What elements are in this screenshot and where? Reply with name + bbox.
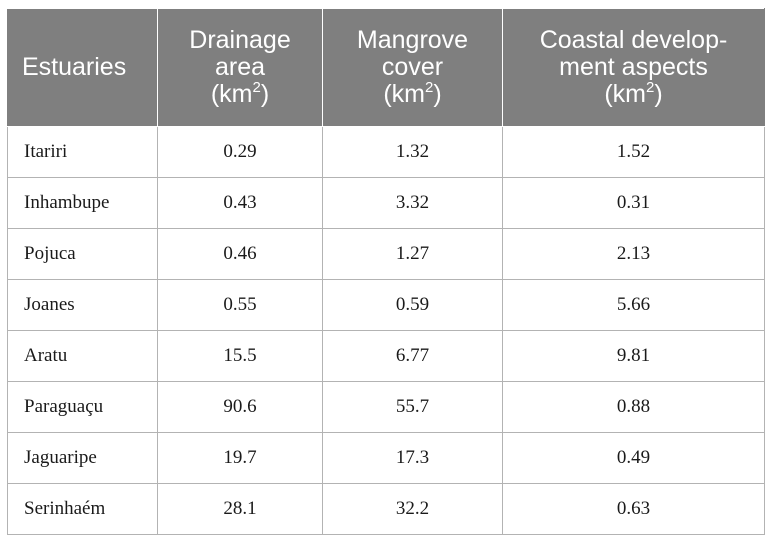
mangrove-cover-value: 32.2 [322,483,503,535]
estuary-name: Serinhaém [7,483,158,535]
mangrove-cover-value: 17.3 [322,432,503,484]
estuary-name: Paraguaçu [7,381,158,433]
header-coastal-line1: Coastal develop- [539,26,728,54]
header-mangrove-unit-open: (km [383,80,425,108]
coastal-development-value: 5.66 [502,279,765,331]
estuary-name: Jaguaripe [7,432,158,484]
table-row: Paraguaçu 90.6 55.7 0.88 [7,381,765,433]
table-row: Serinhaém 28.1 32.2 0.63 [7,483,765,535]
drainage-area-value: 19.7 [157,432,323,484]
header-mangrove-line2: cover [381,53,444,81]
header-coastal-unit: (km2) [509,79,758,108]
header-mangrove-line1: Mangrove [356,26,469,54]
estuary-name: Joanes [7,279,158,331]
header-drainage-line1: Drainage [189,26,291,54]
estuary-name: Inhambupe [7,177,158,229]
table-row: Jaguaripe 19.7 17.3 0.49 [7,432,765,484]
header-row: Estuaries Drainage area (km2) Mangrove c… [7,8,765,127]
table-header: Estuaries Drainage area (km2) Mangrove c… [7,8,765,127]
drainage-area-value: 15.5 [157,330,323,382]
coastal-development-value: 9.81 [502,330,765,382]
header-coastal-line2: ment aspects [559,53,708,81]
table-row: Pojuca 0.46 1.27 2.13 [7,228,765,280]
header-drainage-unit-open: (km [210,80,253,108]
mangrove-cover-value: 1.27 [322,228,503,280]
coastal-development-value: 0.31 [502,177,765,229]
header-drainage-area: Drainage area (km2) [157,8,323,127]
drainage-area-value: 0.29 [157,126,323,178]
drainage-area-value: 0.55 [157,279,323,331]
drainage-area-value: 28.1 [157,483,323,535]
header-coastal-unit-open: (km [604,80,646,108]
header-drainage-unit-close: ) [260,80,270,108]
header-estuaries: Estuaries [7,8,158,127]
table-row: Inhambupe 0.43 3.32 0.31 [7,177,765,229]
mangrove-cover-value: 55.7 [322,381,503,433]
estuary-name: Pojuca [7,228,158,280]
table-row: Itariri 0.29 1.32 1.52 [7,126,765,178]
coastal-development-value: 1.52 [502,126,765,178]
estuaries-table-container: Estuaries Drainage area (km2) Mangrove c… [7,8,765,535]
coastal-development-value: 0.49 [502,432,765,484]
drainage-area-value: 0.46 [157,228,323,280]
coastal-development-value: 0.63 [502,483,765,535]
header-mangrove-unit-close: ) [433,80,442,108]
coastal-development-value: 2.13 [502,228,765,280]
table-body: Itariri 0.29 1.32 1.52 Inhambupe 0.43 3.… [7,126,765,535]
coastal-development-value: 0.88 [502,381,765,433]
header-coastal-unit-sup: 2 [645,79,655,96]
estuaries-table: Estuaries Drainage area (km2) Mangrove c… [7,8,765,535]
header-estuaries-label: Estuaries [22,53,127,81]
header-drainage-line2: area [214,53,266,81]
header-drainage-unit: (km2) [164,79,316,108]
estuary-name: Aratu [7,330,158,382]
mangrove-cover-value: 1.32 [322,126,503,178]
drainage-area-value: 90.6 [157,381,323,433]
mangrove-cover-value: 0.59 [322,279,503,331]
header-mangrove-unit-sup: 2 [424,79,434,96]
table-row: Joanes 0.55 0.59 5.66 [7,279,765,331]
table-row: Aratu 15.5 6.77 9.81 [7,330,765,382]
header-mangrove-unit: (km2) [329,79,496,108]
drainage-area-value: 0.43 [157,177,323,229]
mangrove-cover-value: 3.32 [322,177,503,229]
mangrove-cover-value: 6.77 [322,330,503,382]
estuary-name: Itariri [7,126,158,178]
header-mangrove-cover: Mangrove cover (km2) [322,8,503,127]
header-coastal-unit-close: ) [654,80,663,108]
header-coastal-development: Coastal develop- ment aspects (km2) [502,8,765,127]
header-drainage-unit-sup: 2 [252,79,261,96]
